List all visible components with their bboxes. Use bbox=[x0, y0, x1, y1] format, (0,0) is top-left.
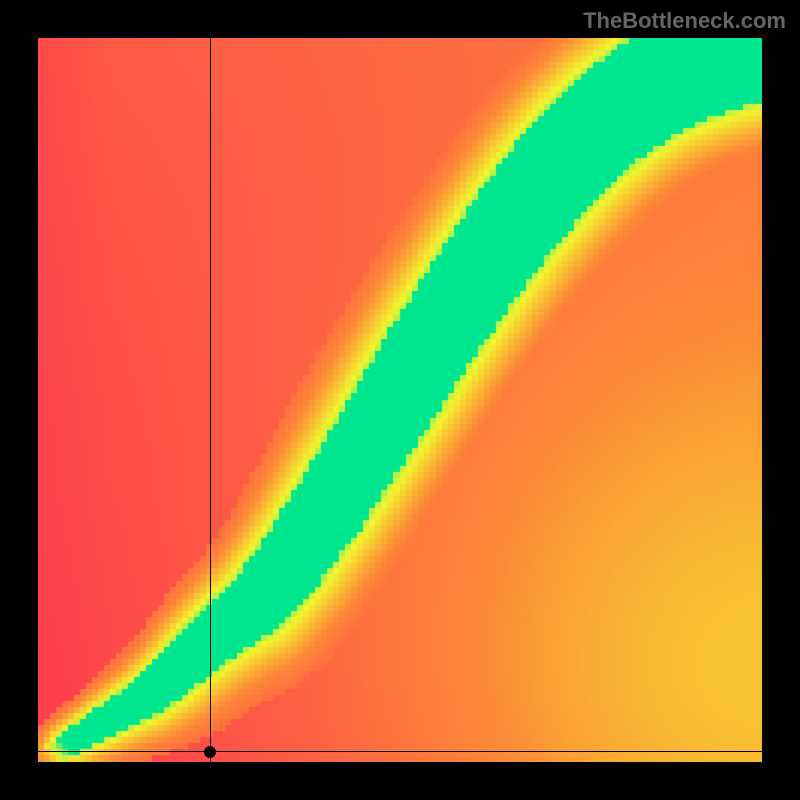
plot-area bbox=[38, 38, 762, 762]
crosshair-vertical bbox=[210, 38, 211, 762]
heatmap-canvas bbox=[38, 38, 762, 762]
watermark-text: TheBottleneck.com bbox=[583, 8, 786, 34]
chart-container: TheBottleneck.com bbox=[0, 0, 800, 800]
crosshair-horizontal bbox=[38, 751, 762, 752]
crosshair-marker bbox=[204, 746, 216, 758]
